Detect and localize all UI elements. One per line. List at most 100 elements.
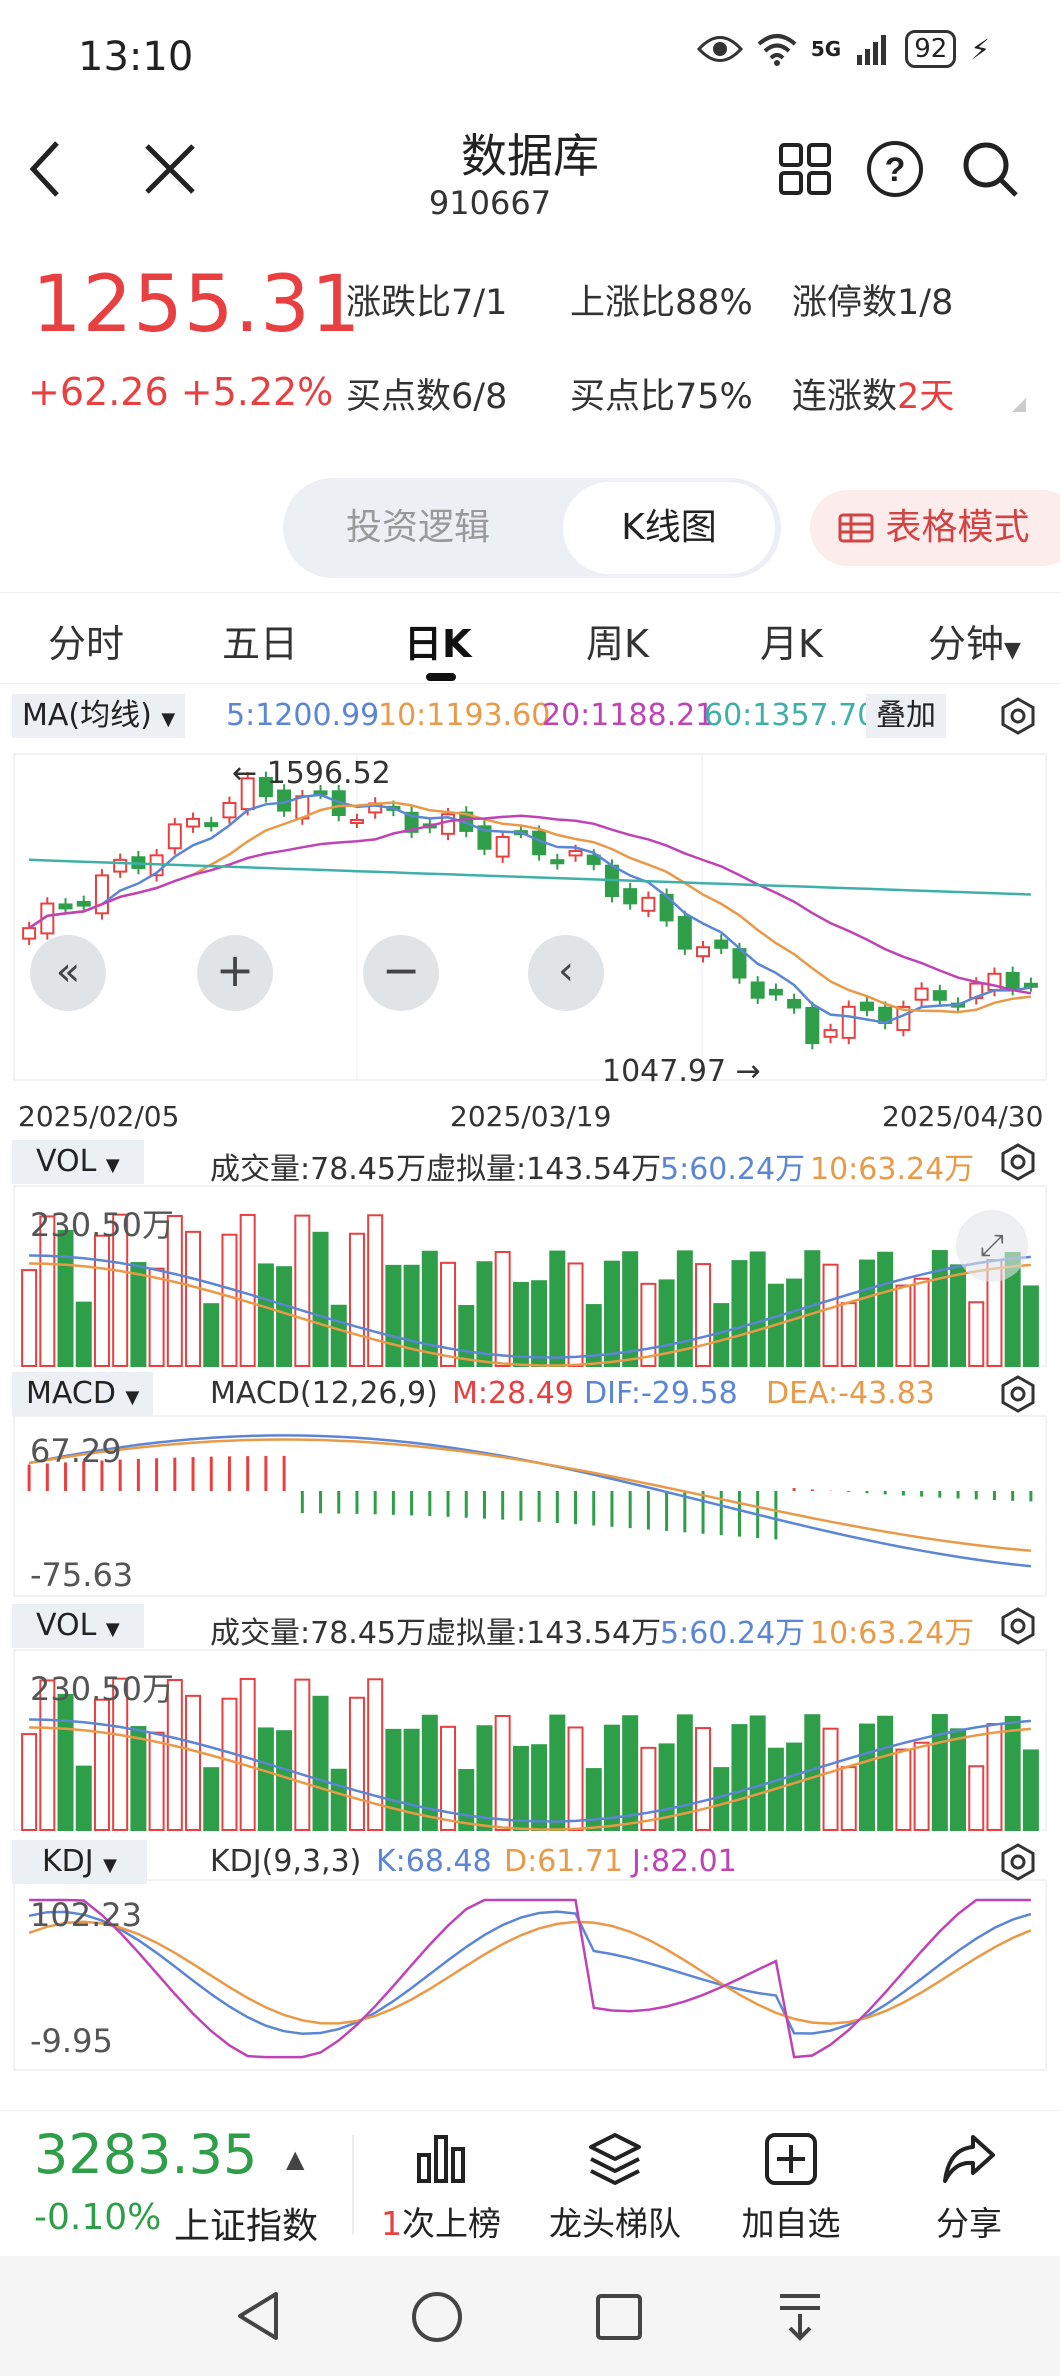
candle-body [222,801,237,819]
candle-body [714,939,729,949]
vol2-bar [476,1725,493,1831]
sh-index-name: 上证指数 [174,2206,319,2247]
candle-body [859,1001,874,1011]
vol1-bar [294,1214,311,1368]
fullscreen-button[interactable]: ⤢ [956,1210,1028,1282]
divider [352,2135,354,2235]
caret-up-icon: ▲ [286,2145,305,2173]
candle-body [349,819,364,825]
vol-selector-2[interactable]: VOL ▼ [12,1604,144,1648]
close-icon [145,144,195,194]
dif-line [28,1434,1032,1568]
vol-max-label: 230.50万 [30,1206,174,1244]
vol1-bar [367,1214,384,1367]
search-button[interactable] [955,134,1025,204]
step-left-button[interactable]: ‹ [528,935,604,1011]
vol1-bar [713,1303,730,1368]
recents-square-icon[interactable] [594,2292,644,2342]
share-button[interactable]: 分享 [894,2131,1044,2245]
tab-minute[interactable]: 分钟▼ [928,622,1021,666]
vol1-bar [112,1213,129,1367]
candle-body [841,1005,856,1039]
candle-body [823,1029,838,1038]
vol1-bar [440,1261,457,1367]
svg-text:?: ? [885,151,906,189]
segment-kline[interactable]: K线图 [563,482,775,574]
vol2-bar [640,1746,657,1832]
segment-logic[interactable]: 投资逻辑 [345,507,490,548]
vol1-bar [75,1301,92,1367]
home-circle-icon[interactable] [410,2290,464,2344]
index-price: 1255.31 [32,260,362,350]
vol1-bar [640,1282,657,1368]
dea-line [28,1438,1032,1553]
close-button[interactable] [135,134,205,204]
leader-ladder-button[interactable]: 龙头梯队 [540,2131,690,2245]
battery-indicator: 92 [905,30,957,68]
stat-rise-fall: 涨跌比7/1 [346,283,508,323]
vol-max-label-2: 230.50万 [30,1670,174,1708]
vol2-bar [603,1724,620,1831]
tab-intraday[interactable]: 分时 [48,622,125,666]
vol1-bar [512,1281,529,1368]
vol1-bar [330,1304,347,1367]
help-button[interactable]: ? [860,134,930,204]
settings-icon[interactable] [998,696,1038,736]
stat-buy-points: 买点数6/8 [346,377,508,417]
layers-icon [589,2133,641,2185]
overlay-button[interactable]: 叠加 [866,694,946,738]
candle-body [94,874,109,915]
scroll-left-button[interactable]: « [30,935,106,1011]
date-end: 2025/04/30 [882,1100,1044,1133]
vol2-bar [385,1728,402,1831]
vol1-bar [57,1229,74,1367]
vol1-bar [385,1264,402,1367]
question-icon: ? [867,141,923,197]
vol1-bar [950,1264,967,1368]
add-watchlist-button[interactable]: 加自选 [716,2131,866,2245]
kline-chart-area[interactable] [0,740,1060,2110]
zoom-out-button[interactable]: − [363,935,439,1011]
vol2-bar [257,1727,274,1831]
kdj-selector[interactable]: KDJ ▼ [12,1840,148,1884]
vol1-bar [804,1250,821,1367]
settings-icon[interactable] [998,1142,1038,1182]
vol2-bar [421,1714,438,1831]
zoom-in-button[interactable]: + [197,935,273,1011]
vol-selector[interactable]: VOL ▼ [12,1140,144,1184]
tab-daily-k[interactable]: 日K [404,613,471,681]
vol2-bar [950,1728,967,1832]
ma-selector[interactable]: MA(均线) ▼ [12,694,186,738]
vol2-bar [312,1695,329,1832]
macd-selector[interactable]: MACD ▼ [12,1372,154,1416]
tab-weekly-k[interactable]: 周K [586,622,649,666]
sh-index-value[interactable]: 3283.35 [34,2123,258,2186]
table-mode-button[interactable]: 表格模式 [810,490,1060,566]
stat-buy-ratio: 买点比75% [570,377,753,417]
settings-icon[interactable] [998,1606,1038,1646]
vol2-bar [731,1724,748,1832]
vol1-bar [476,1261,493,1367]
expand-corner-icon[interactable] [1012,398,1026,412]
tab-monthly-k[interactable]: 月K [760,622,823,666]
vol1-bar [585,1304,602,1368]
settings-icon[interactable] [998,1374,1038,1414]
k-line [28,1910,1032,2035]
system-nav-bar [0,2256,1060,2376]
vol1-bar [731,1260,748,1368]
vol2-bar [840,1766,857,1831]
settings-icon[interactable] [998,1842,1038,1882]
candle-body [22,927,37,940]
ranking-button[interactable]: 1次上榜 [366,2131,516,2245]
pull-down-icon[interactable] [774,2290,826,2342]
back-triangle-icon[interactable] [232,2290,284,2342]
back-button[interactable] [10,134,80,204]
tab-five-day[interactable]: 五日 [222,622,299,666]
vol1-bar [348,1232,365,1368]
vol2-bar [276,1730,293,1831]
macd-frame [13,1415,1047,1597]
vol1-bar [39,1215,56,1368]
candle-body [696,946,711,958]
grid-button[interactable] [770,134,840,204]
page-title: 数据库 [461,129,599,183]
